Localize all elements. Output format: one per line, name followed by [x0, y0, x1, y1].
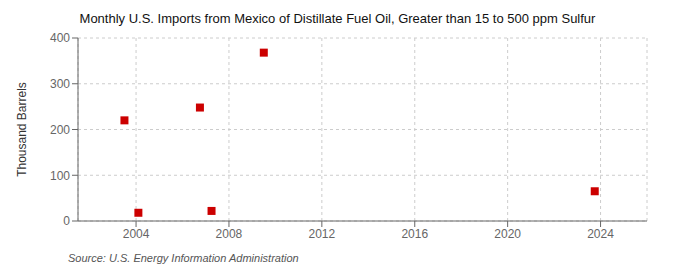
svg-text:2012: 2012 [309, 227, 336, 241]
svg-text:2008: 2008 [216, 227, 243, 241]
svg-text:2024: 2024 [587, 227, 614, 241]
svg-text:200: 200 [50, 123, 70, 137]
svg-text:Thousand Barrels: Thousand Barrels [15, 82, 29, 177]
svg-text:100: 100 [50, 169, 70, 183]
svg-text:300: 300 [50, 77, 70, 91]
html-text:Source: U.S. Energy Informatio: Source: U.S. Energy Information Administ… [68, 252, 299, 264]
svg-text:400: 400 [50, 31, 70, 45]
svg-text:0: 0 [63, 214, 70, 228]
svg-text:2004: 2004 [123, 227, 150, 241]
svg-text:2016: 2016 [401, 227, 428, 241]
svg-text:2020: 2020 [494, 227, 521, 241]
html-text:Monthly U.S. Imports from Mexi: Monthly U.S. Imports from Mexico of Dist… [79, 11, 596, 26]
